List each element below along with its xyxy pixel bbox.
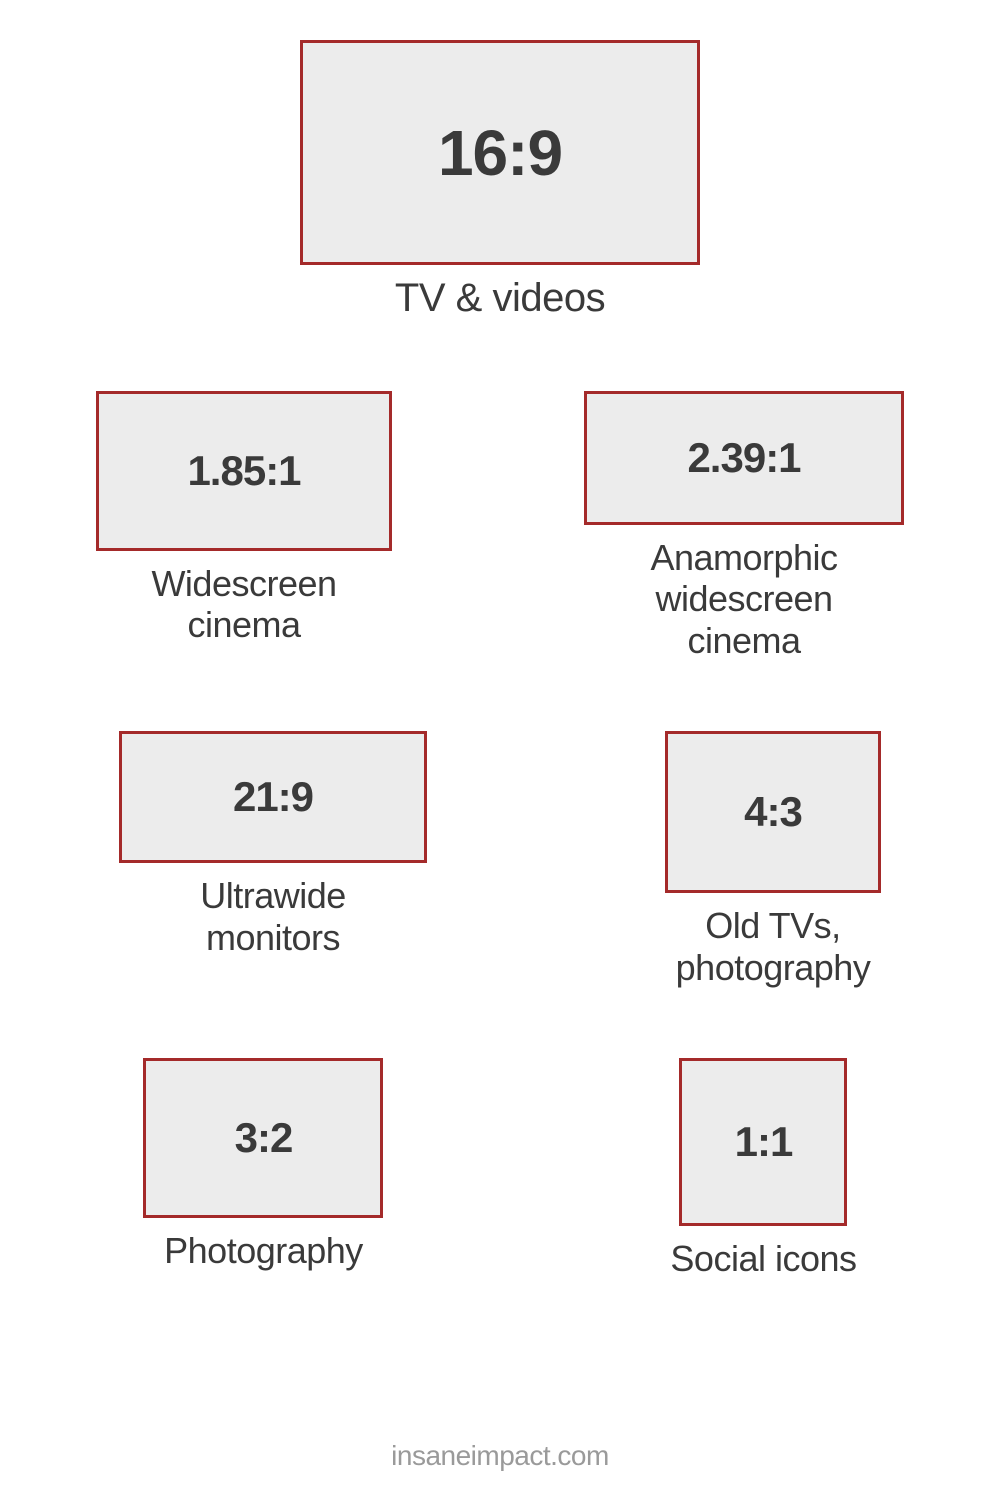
ratio-caption: Photography [164,1230,363,1271]
ratio-box-16-9: 16:9 [300,40,700,265]
ratio-box-1-85-1: 1.85:1 [96,391,392,551]
ratio-box-1-1: 1:1 [679,1058,847,1226]
item-3-2: 3:2 Photography [143,1058,383,1271]
infographic-container: 16:9 TV & videos 1.85:1 Widescreencinema… [0,40,1000,1349]
ratio-caption: Social icons [670,1238,856,1279]
item-1-85-1: 1.85:1 Widescreencinema [96,391,392,646]
ratio-label: 3:2 [235,1114,293,1162]
hero-section: 16:9 TV & videos [300,40,700,321]
row-1: 1.85:1 Widescreencinema 2.39:1 Anamorphi… [0,391,1000,661]
ratio-box-4-3: 4:3 [665,731,881,893]
ratio-label: 1:1 [735,1118,793,1166]
ratio-caption: Ultrawidemonitors [200,875,346,958]
ratio-label: 21:9 [233,773,313,821]
ratio-caption: Widescreencinema [151,563,336,646]
ratio-label: 16:9 [438,116,562,190]
ratio-box-2-39-1: 2.39:1 [584,391,904,525]
item-4-3: 4:3 Old TVs,photography [665,731,881,988]
ratio-label: 2.39:1 [687,434,800,482]
ratio-caption: Anamorphicwidescreencinema [650,537,837,661]
item-1-1: 1:1 Social icons [670,1058,856,1279]
ratio-caption: TV & videos [395,275,605,321]
row-2: 21:9 Ultrawidemonitors 4:3 Old TVs,photo… [0,731,1000,988]
ratio-label: 4:3 [744,788,802,836]
item-21-9: 21:9 Ultrawidemonitors [119,731,427,958]
item-2-39-1: 2.39:1 Anamorphicwidescreencinema [584,391,904,661]
watermark: insaneimpact.com [0,1440,1000,1472]
ratio-box-3-2: 3:2 [143,1058,383,1218]
row-3: 3:2 Photography 1:1 Social icons [0,1058,1000,1279]
ratio-label: 1.85:1 [187,447,300,495]
ratio-caption: Old TVs,photography [676,905,871,988]
ratio-box-21-9: 21:9 [119,731,427,863]
